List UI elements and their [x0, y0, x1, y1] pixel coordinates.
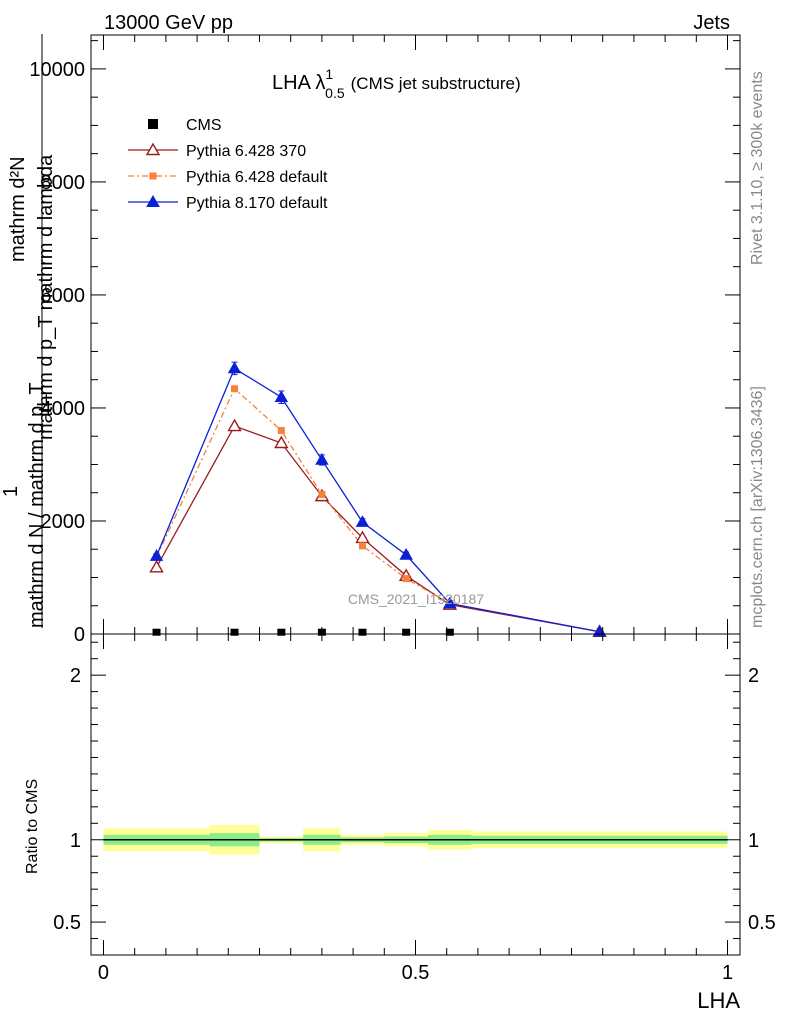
- site-label: mcplots.cern.ch [arXiv:1306.3436]: [749, 386, 766, 628]
- main-ticks: 0 2000 4000 6000 8000 10000: [29, 35, 740, 646]
- point-pythia6-default: [231, 385, 239, 393]
- point-pythia6-default: [358, 542, 366, 550]
- x-tick-label: 0: [98, 962, 109, 984]
- legend-marker-py6_370: [145, 142, 161, 156]
- ylabel-numerator: mathrm d²N: [7, 156, 29, 262]
- legend-marker-py8_def: [146, 194, 160, 207]
- point-pythia8-default: [274, 390, 289, 403]
- point-pythia8-default: [227, 361, 242, 374]
- legend-label-py8_def: Pythia 8.170 default: [186, 195, 328, 212]
- x-axis-label: LHA: [697, 988, 740, 1013]
- point-pythia8-default: [355, 515, 370, 527]
- point-cms: [277, 628, 286, 636]
- chart-title-sup: 1: [325, 66, 333, 82]
- chart-title-main: LHA λ: [272, 72, 325, 94]
- chart-title: LHA λ1 0.5 (CMS jet substructure): [272, 66, 521, 101]
- chart-title-suffix: (CMS jet substructure): [351, 74, 521, 93]
- point-cms: [358, 628, 367, 636]
- x-tick-label: 1: [722, 962, 733, 984]
- point-cms: [230, 628, 239, 636]
- point-pythia6-default: [277, 427, 285, 435]
- y-tick-label: 2000: [41, 511, 86, 533]
- ratio-y-tick-label: 1: [70, 830, 81, 852]
- point-cms: [152, 628, 161, 636]
- point-pythia6-370: [274, 435, 289, 449]
- point-pythia8-default: [315, 453, 329, 465]
- ylabel-one: 1: [0, 486, 22, 497]
- series-line-pythia6-default: [155, 387, 600, 633]
- y-tick-label: 8000: [41, 172, 86, 194]
- legend-marker-cms: [148, 119, 158, 129]
- ylabel-denominator: mathrm d N / mathrm d p_T: [26, 382, 48, 628]
- point-pythia8-default: [443, 596, 457, 609]
- analysis-watermark: CMS_2021_I1920187: [348, 591, 484, 607]
- point-pythia6-370: [149, 559, 164, 573]
- main-panel: 0 2000 4000 6000 8000 10000: [29, 34, 741, 646]
- ratio-y-tick-label-right: 2: [748, 665, 759, 687]
- point-pythia6-default: [318, 490, 326, 498]
- legend-label-cms: CMS: [186, 117, 222, 134]
- ratio-ylabel: Ratio to CMS: [24, 779, 41, 874]
- rivet-label: Rivet 3.1.10, ≥ 300k events: [749, 71, 766, 265]
- ratio-ticks: 0.5 0.5 1 1 2 2 0 0.5 1: [53, 634, 776, 984]
- point-cms: [445, 628, 454, 636]
- ratio-y-tick-label-right: 1: [748, 830, 759, 852]
- point-cms: [402, 628, 411, 636]
- ratio-y-tick-label-right: 0.5: [748, 912, 776, 934]
- x-tick-label: 0.5: [402, 962, 430, 984]
- ratio-panel: 0.5 0.5 1 1 2 2 0 0.5 1: [53, 633, 776, 984]
- legend-label-py6_370: Pythia 6.428 370: [186, 143, 306, 160]
- y-tick-label: 6000: [41, 285, 86, 307]
- chart-title-sub: 0.5: [325, 85, 345, 101]
- y-tick-label: 0: [74, 624, 85, 646]
- ratio-data-layer: [103, 824, 728, 855]
- header-right: Jets: [693, 12, 730, 34]
- legend-marker-py6_def: [149, 172, 157, 180]
- y-tick-label: 4000: [41, 398, 86, 420]
- ratio-y-tick-label: 2: [70, 665, 81, 687]
- legend-label-py6_def: Pythia 6.428 default: [186, 169, 328, 186]
- main-ylabel: mathrm d²N mathrm d p_T mathrm d lambda …: [0, 34, 57, 628]
- header-left: 13000 GeV pp: [104, 12, 233, 34]
- point-pythia6-370: [227, 418, 242, 432]
- point-pythia8-default: [399, 547, 413, 560]
- ratio-y-tick-label: 0.5: [53, 912, 81, 934]
- point-pythia6-default: [402, 575, 410, 583]
- ylabel-numerator-line2: mathrm d p_T mathrm d lambda: [35, 154, 57, 440]
- legend: CMS Pythia 6.428 370 Pythia 6.428 default P…: [128, 117, 328, 212]
- point-pythia8-default: [149, 549, 164, 561]
- y-tick-label: 10000: [29, 59, 85, 81]
- ratio-frame: [90, 633, 741, 956]
- series-line-pythia8-default: [155, 367, 600, 633]
